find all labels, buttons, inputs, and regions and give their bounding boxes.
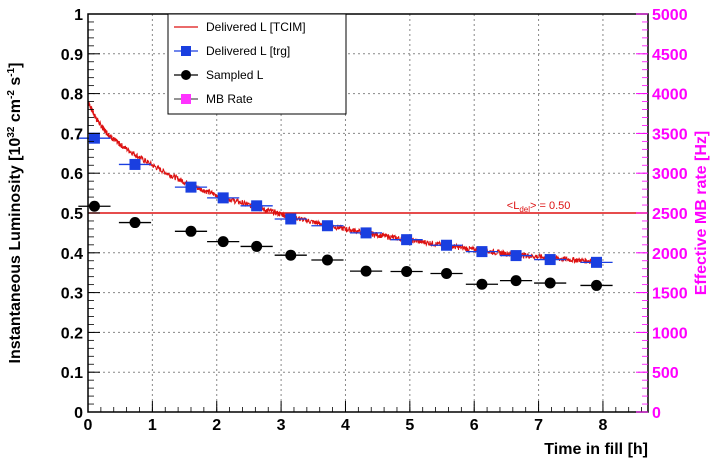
x-tick-label: 5	[405, 417, 414, 434]
data-point-sampled	[510, 275, 522, 287]
y-axis-label-exp3: -1	[6, 67, 17, 76]
x-tick-label: 7	[534, 417, 543, 434]
annotation-sub: del	[519, 205, 530, 214]
legend-box	[167, 13, 347, 115]
data-point-delivered-trg	[544, 254, 556, 266]
y2-tick-label: 4500	[652, 47, 688, 64]
data-point-sampled	[285, 249, 297, 261]
x-tick-label: 3	[277, 417, 286, 434]
y-tick-label: 0.5	[61, 206, 83, 223]
y2-tick-label: 3500	[652, 126, 688, 143]
data-point-delivered-trg	[88, 132, 100, 144]
x-tick-label: 1	[148, 417, 157, 434]
annotation-post: > = 0.50	[530, 200, 570, 212]
x-axis-label: Time in fill [h]	[544, 441, 648, 458]
data-point-sampled	[129, 217, 141, 229]
y-axis-label-mid2: s	[7, 77, 24, 90]
legend-label: Sampled L	[206, 68, 264, 82]
axis-ticks	[87, 13, 648, 413]
y2-tick-label: 2000	[652, 246, 688, 263]
mean-luminosity-annotation: <Ldel> = 0.50	[507, 200, 571, 214]
axis-tick-labels: 0 1 2 3 4 5 6 7 8 0 0.1 0.2 0.3 0.4 0.5 0.6 0.7 0.8 0.9 1 0 5…	[61, 7, 688, 434]
data-point-delivered-trg	[217, 192, 229, 204]
series-line-delivered-tcim	[87, 101, 597, 265]
y2-tick-label: 3000	[652, 166, 688, 183]
data-point-delivered-trg	[510, 250, 522, 262]
data-point-delivered-trg	[129, 158, 141, 170]
y2-axis-label: Effective MB rate [Hz]	[693, 131, 710, 295]
data-point-delivered-trg	[185, 181, 197, 193]
y-axis-label-exp2: -2	[6, 90, 17, 99]
data-point-sampled	[217, 236, 229, 248]
data-point-sampled	[401, 266, 413, 278]
legend-swatch-mb	[181, 94, 191, 104]
y2-tick-label: 4000	[652, 87, 688, 104]
x-tick-label: 4	[341, 417, 350, 434]
y-tick-label: 0.1	[61, 365, 83, 382]
legend: Delivered L [TCIM] Delivered L [trg] Sampl…	[167, 13, 347, 115]
y2-tick-label: 500	[652, 365, 679, 382]
legend-label: MB Rate	[206, 92, 253, 106]
x-tick-label: 8	[598, 417, 607, 434]
legend-swatch-trg	[181, 46, 191, 56]
y-axis-label: Instantaneous Luminosity [1032 cm-2 s-1]	[6, 63, 24, 364]
y-axis-label-mid: cm	[7, 99, 24, 127]
data-point-delivered-trg	[401, 234, 413, 246]
x-tick-label: 2	[212, 417, 221, 434]
data-point-delivered-trg	[591, 256, 603, 268]
y-axis-label-main: Instantaneous Luminosity [10	[7, 138, 24, 364]
y2-tick-label: 5000	[652, 7, 688, 24]
data-point-sampled	[441, 267, 453, 279]
y2-tick-label: 1500	[652, 286, 688, 303]
data-point-delivered-trg	[285, 213, 297, 225]
series-layer	[78, 101, 648, 291]
y-axis-label-end: ]	[7, 63, 24, 68]
x-tick-label: 6	[470, 417, 479, 434]
annotation-pre: <L	[507, 200, 520, 212]
legend-label: Delivered L [trg]	[206, 44, 290, 58]
legend-label: Delivered L [TCIM]	[206, 20, 306, 34]
data-point-sampled	[185, 225, 197, 237]
legend-swatch-sampled	[181, 70, 191, 80]
data-point-delivered-trg	[321, 220, 333, 232]
y2-tick-label: 1000	[652, 325, 688, 342]
y-tick-label: 0.8	[61, 87, 83, 104]
y-tick-label: 0	[74, 405, 83, 422]
y-tick-label: 0.9	[61, 47, 83, 64]
data-point-sampled	[321, 254, 333, 266]
data-point-sampled	[476, 278, 488, 290]
data-point-sampled	[591, 279, 603, 291]
data-point-sampled	[88, 200, 100, 212]
y-tick-label: 0.4	[61, 246, 83, 263]
y-tick-label: 0.2	[61, 325, 83, 342]
data-point-delivered-trg	[441, 239, 453, 251]
y-tick-label: 1	[74, 7, 83, 24]
data-point-sampled	[544, 277, 556, 289]
x-tick-label: 0	[84, 417, 93, 434]
y-tick-label: 0.7	[61, 126, 83, 143]
data-point-sampled	[360, 265, 372, 277]
y2-tick-label: 0	[652, 405, 661, 422]
y-axis-label-exp1: 32	[6, 126, 17, 138]
data-point-delivered-trg	[476, 246, 488, 258]
data-point-sampled	[251, 240, 263, 252]
y-tick-label: 0.6	[61, 166, 83, 183]
y-tick-label: 0.3	[61, 286, 83, 303]
data-point-delivered-trg	[251, 200, 263, 212]
data-point-delivered-trg	[360, 227, 372, 239]
y2-tick-label: 2500	[652, 206, 688, 223]
